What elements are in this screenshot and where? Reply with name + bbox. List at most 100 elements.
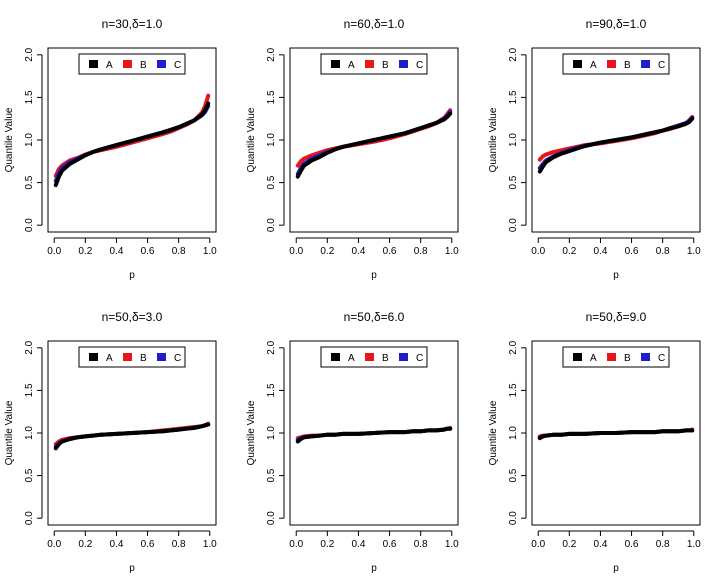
x-tick-label: 1.0 bbox=[445, 246, 459, 257]
x-tick-label: 0.2 bbox=[562, 246, 576, 257]
legend: A B C bbox=[78, 53, 186, 75]
y-axis-label: Quantile Value bbox=[4, 107, 15, 172]
plot-frame bbox=[531, 340, 701, 526]
y-tick-label: 1.0 bbox=[266, 133, 277, 147]
y-tick-label: 1.5 bbox=[266, 90, 277, 104]
x-axis-label: p bbox=[613, 270, 619, 281]
y-tick-label: 2.0 bbox=[508, 47, 519, 61]
y-tick-label: 0.0 bbox=[266, 218, 277, 232]
x-tick-label: 0.8 bbox=[656, 539, 670, 550]
x-tick-label: 0.2 bbox=[78, 246, 92, 257]
y-tick-label: 0.0 bbox=[24, 511, 35, 525]
x-axis-label: p bbox=[129, 563, 135, 574]
chart-panel-3: n=90,δ=1.0 0.0 0.2 0.4 0.6 0.8 1.0 p 0.0 0.5 1.0 1.… bbox=[488, 17, 701, 281]
x-tick-label: 0.2 bbox=[320, 246, 334, 257]
x-tick-label: 0.2 bbox=[78, 539, 92, 550]
y-tick-label: 0.0 bbox=[508, 218, 519, 232]
y-tick-label: 0.5 bbox=[24, 468, 35, 482]
legend-label-a: A bbox=[106, 60, 113, 71]
legend: A B C bbox=[562, 346, 670, 368]
legend-label-b: B bbox=[382, 60, 389, 71]
legend-swatch-a bbox=[573, 353, 582, 361]
y-tick-label: 2.0 bbox=[508, 340, 519, 354]
y-axis-label: Quantile Value bbox=[488, 400, 499, 465]
plot-frame bbox=[47, 340, 217, 526]
legend-swatch-a bbox=[89, 353, 98, 361]
legend-label-c: C bbox=[174, 353, 181, 364]
plot-frame bbox=[47, 47, 217, 233]
chart-title: n=50,δ=3.0 bbox=[102, 310, 163, 324]
legend-label-c: C bbox=[658, 353, 665, 364]
legend-label-c: C bbox=[658, 60, 665, 71]
legend-swatch-c bbox=[399, 60, 408, 68]
legend-swatch-c bbox=[157, 353, 166, 361]
x-tick-label: 0.4 bbox=[351, 246, 365, 257]
y-tick-label: 0.5 bbox=[24, 175, 35, 189]
y-tick-label: 1.0 bbox=[508, 133, 519, 147]
series-line-a bbox=[295, 111, 453, 179]
chart-panel-5: n=50,δ=6.0 0.0 0.2 0.4 0.6 0.8 1.0 p 0.0 0.5 1.0 1.… bbox=[246, 310, 459, 574]
legend: A B C bbox=[320, 53, 428, 75]
x-tick-label: 0.6 bbox=[383, 246, 397, 257]
x-tick-label: 0.8 bbox=[172, 246, 186, 257]
legend-label-b: B bbox=[140, 60, 147, 71]
x-tick-label: 1.0 bbox=[203, 246, 217, 257]
y-tick-label: 0.0 bbox=[508, 511, 519, 525]
series-line-a bbox=[537, 428, 695, 441]
x-tick-label: 0.0 bbox=[47, 246, 61, 257]
series-line-a bbox=[53, 422, 211, 451]
y-axis-label: Quantile Value bbox=[4, 400, 15, 465]
legend-label-a: A bbox=[106, 353, 113, 364]
legend-swatch-b bbox=[607, 60, 616, 68]
chart-panel-1: n=30,δ=1.0 0.0 0.2 0.4 0.6 0.8 1.0 p 0.0 0.5 1.0 1.… bbox=[4, 17, 217, 281]
x-tick-label: 0.6 bbox=[141, 539, 155, 550]
x-tick-label: 1.0 bbox=[687, 539, 701, 550]
y-tick-label: 2.0 bbox=[24, 340, 35, 354]
x-tick-label: 0.0 bbox=[531, 539, 545, 550]
chart-title: n=60,δ=1.0 bbox=[344, 17, 405, 31]
plot-frame bbox=[531, 47, 701, 233]
y-tick-label: 1.0 bbox=[508, 426, 519, 440]
legend-label-a: A bbox=[590, 353, 597, 364]
y-axis-label: Quantile Value bbox=[488, 107, 499, 172]
x-axis-label: p bbox=[371, 270, 377, 281]
legend-swatch-b bbox=[123, 353, 132, 361]
legend-swatch-a bbox=[573, 60, 582, 68]
y-axis-label: Quantile Value bbox=[246, 107, 257, 172]
y-tick-label: 1.5 bbox=[508, 383, 519, 397]
x-axis-label: p bbox=[613, 563, 619, 574]
x-tick-label: 0.4 bbox=[351, 539, 365, 550]
x-tick-label: 0.0 bbox=[47, 539, 61, 550]
y-tick-label: 0.5 bbox=[266, 175, 277, 189]
legend-swatch-b bbox=[123, 60, 132, 68]
y-axis-label: Quantile Value bbox=[246, 400, 257, 465]
x-axis-label: p bbox=[371, 563, 377, 574]
chart-panel-6: n=50,δ=9.0 0.0 0.2 0.4 0.6 0.8 1.0 p 0.0 0.5 1.0 1.… bbox=[488, 310, 701, 574]
legend-label-c: C bbox=[416, 353, 423, 364]
y-tick-label: 1.5 bbox=[508, 90, 519, 104]
x-tick-label: 0.8 bbox=[172, 539, 186, 550]
x-tick-label: 1.0 bbox=[203, 539, 217, 550]
legend-swatch-a bbox=[331, 353, 340, 361]
chart-panel-2: n=60,δ=1.0 0.0 0.2 0.4 0.6 0.8 1.0 p 0.0 0.5 1.0 1.… bbox=[246, 17, 459, 281]
x-tick-label: 0.8 bbox=[414, 246, 428, 257]
y-tick-label: 2.0 bbox=[24, 47, 35, 61]
x-tick-label: 0.4 bbox=[109, 539, 123, 550]
legend-label-b: B bbox=[382, 353, 389, 364]
legend-swatch-c bbox=[641, 60, 650, 68]
series-line-a bbox=[53, 101, 211, 188]
legend-swatch-a bbox=[331, 60, 340, 68]
x-tick-label: 1.0 bbox=[445, 539, 459, 550]
x-tick-label: 0.0 bbox=[289, 246, 303, 257]
y-tick-label: 0.0 bbox=[24, 218, 35, 232]
legend-swatch-b bbox=[607, 353, 616, 361]
legend-swatch-b bbox=[365, 353, 374, 361]
x-tick-label: 0.4 bbox=[109, 246, 123, 257]
x-tick-label: 0.8 bbox=[414, 539, 428, 550]
x-tick-label: 0.4 bbox=[593, 246, 607, 257]
y-tick-label: 0.5 bbox=[508, 175, 519, 189]
y-tick-label: 2.0 bbox=[266, 340, 277, 354]
x-tick-label: 0.6 bbox=[625, 246, 639, 257]
